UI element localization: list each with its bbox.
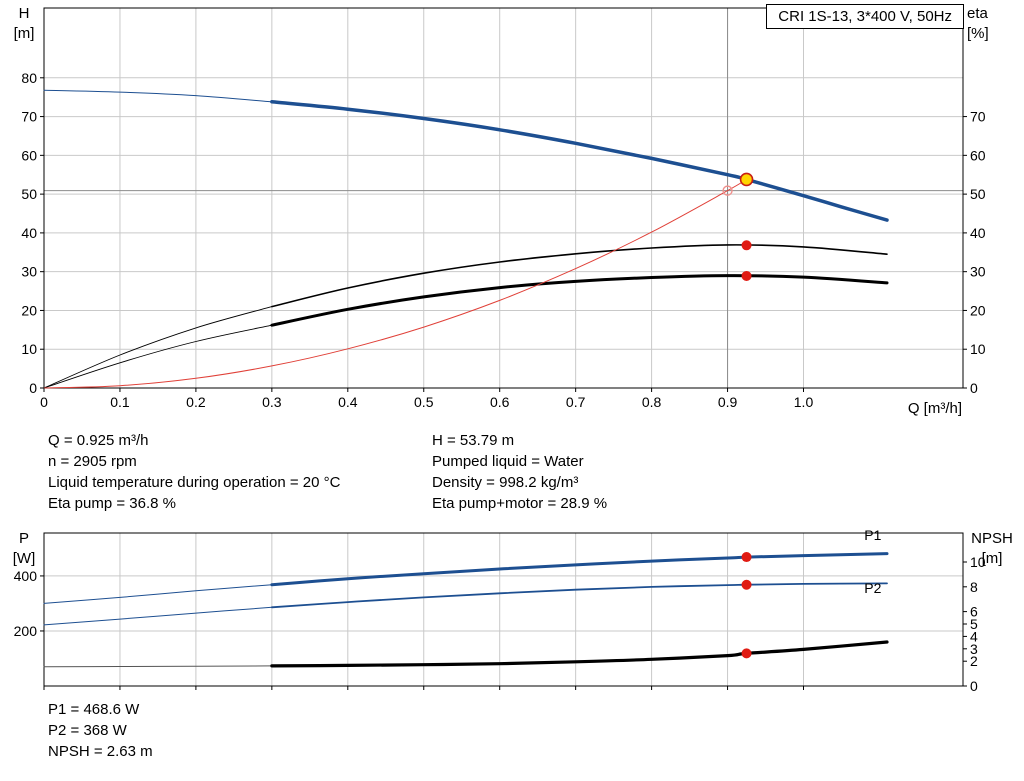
x-tick-label: 0.2 — [186, 394, 206, 410]
hq-curve-lead — [43, 89, 273, 103]
y-left-tick-label: 80 — [21, 70, 37, 86]
chart-hq-eta: 0 0.1 0.2 0.3 0.4 0.5 0.6 0.7 0.8 0.9 1.0 0 10 20 30 40… — [21, 7, 986, 410]
y-right-tick-label: 4 — [970, 628, 978, 644]
y-right-tick-label: 50 — [970, 186, 986, 202]
eta-axis-title-unit: [%] — [967, 25, 989, 42]
npsh-axis-title-symbol: NPSH — [971, 530, 1013, 547]
annotation-liquid-temperature: Liquid temperature during operation = 20… — [48, 474, 341, 491]
y-left-tick-label: 70 — [21, 109, 37, 125]
p-axis-title-symbol: P — [18, 530, 29, 547]
gridlines — [44, 8, 963, 388]
annotation-npsh: NPSH = 2.63 m — [48, 743, 153, 760]
p2-point[interactable] — [741, 579, 752, 590]
gridlines — [44, 533, 963, 686]
p1-curve-lead — [43, 584, 273, 604]
p-axis-title: P [W] — [4, 529, 44, 569]
annotation-speed: n = 2905 rpm — [48, 453, 137, 470]
plot-border — [43, 7, 964, 389]
x-tick-label: 0.5 — [414, 394, 434, 410]
y-left-tick-label: 30 — [21, 264, 37, 280]
eta-pump-motor-point[interactable] — [741, 270, 752, 281]
axis-ticks: 0 0.1 0.2 0.3 0.4 0.5 0.6 0.7 0.8 0.9 1.0 0 10 20 30 40… — [21, 70, 985, 410]
y-right-tick-label: 10 — [970, 341, 986, 357]
x-tick-label: 0 — [40, 394, 48, 410]
npsh-axis-title: NPSH [m] — [963, 529, 1021, 569]
y-left-tick-label: 10 — [21, 341, 37, 357]
plot-border — [43, 532, 964, 687]
y-right-tick-label: 10 — [970, 554, 986, 570]
p1-curve — [270, 552, 889, 587]
y-right-tick-label: 2 — [970, 653, 978, 669]
y-right-tick-label: 3 — [970, 641, 978, 657]
annotation-density: Density = 998.2 kg/m³ — [432, 474, 579, 491]
p-axis-title-unit: [W] — [12, 550, 36, 567]
power-annotations: P1 = 468.6 W P2 = 368 W NPSH = 2.63 m — [48, 699, 153, 762]
p1-series-label: P1 — [864, 527, 881, 543]
eta-pump-motor-curve — [270, 274, 889, 327]
eta-axis-title-symbol: eta — [967, 5, 988, 22]
y-left-tick-label: 40 — [21, 225, 37, 241]
h-axis-title-unit: [m] — [13, 25, 35, 42]
y-left-tick-label: 20 — [21, 302, 37, 318]
y-right-tick-label: 0 — [970, 380, 978, 396]
x-tick-label: 0.4 — [338, 394, 358, 410]
x-tick-label: 1.0 — [794, 394, 814, 410]
p1-point[interactable] — [741, 552, 752, 563]
annotation-pumped-liquid: Pumped liquid = Water — [432, 453, 584, 470]
npsh-axis-title-unit: [m] — [981, 550, 1003, 567]
y-right-tick-label: 6 — [970, 604, 978, 620]
y-left-tick-label: 50 — [21, 186, 37, 202]
annotation-eta-pump: Eta pump = 36.8 % — [48, 495, 176, 512]
duty-annotations-left: Q = 0.925 m³/h n = 2905 rpm Liquid tempe… — [48, 430, 340, 514]
y-right-tick-label: 20 — [970, 302, 986, 318]
y-right-tick-label: 8 — [970, 579, 978, 595]
y-right-tick-label: 0 — [970, 678, 978, 694]
hq-curve — [270, 100, 889, 222]
x-tick-label: 0.6 — [490, 394, 510, 410]
y-left-tick-label: 0 — [29, 380, 37, 396]
annotation-flow: Q = 0.925 m³/h — [48, 432, 149, 449]
eta-pump-point[interactable] — [741, 240, 752, 251]
y-right-tick-label: 40 — [970, 225, 986, 241]
y-right-tick-label: 5 — [970, 616, 978, 632]
npsh-point[interactable] — [741, 648, 752, 659]
system-curve — [43, 178, 747, 389]
annotation-eta-pump-motor: Eta pump+motor = 28.9 % — [432, 495, 608, 512]
annotation-p1: P1 = 468.6 W — [48, 701, 140, 718]
p2-curve — [271, 582, 888, 609]
y-right-tick-label: 70 — [970, 109, 986, 125]
h-axis-title-symbol: H — [18, 5, 30, 22]
annotation-p2: P2 = 368 W — [48, 722, 127, 739]
y-left-tick-label: 400 — [14, 568, 38, 584]
duty-point[interactable] — [739, 172, 754, 187]
annotation-head: H = 53.79 m — [432, 432, 515, 449]
npsh-curve-lead — [43, 665, 273, 668]
duty-annotations-right: H = 53.79 m Pumped liquid = Water Densit… — [432, 430, 607, 514]
p2-curve-lead — [43, 606, 273, 626]
x-tick-label: 0.7 — [566, 394, 586, 410]
p2-series-label: P2 — [864, 580, 881, 596]
eta-pump-curve — [271, 244, 888, 308]
eta-pump-curve-lead — [43, 306, 273, 389]
y-left-tick-label: 60 — [21, 147, 37, 163]
h-axis-title: H [m] — [4, 4, 44, 44]
x-tick-label: 0.9 — [718, 394, 738, 410]
requested-duty-point[interactable] — [722, 185, 733, 196]
y-right-tick-label: 30 — [970, 264, 986, 280]
npsh-curve — [270, 640, 889, 668]
pump-title-box: CRI 1S-13, 3*400 V, 50Hz — [766, 4, 964, 29]
y-right-tick-label: 60 — [970, 147, 986, 163]
x-tick-label: 0.8 — [642, 394, 662, 410]
q-axis-title: Q [m³/h] — [907, 400, 962, 417]
x-tick-label: 0.1 — [110, 394, 130, 410]
eta-axis-title: eta [%] — [967, 4, 1017, 44]
x-tick-label: 0.3 — [262, 394, 282, 410]
eta-pump-motor-curve-lead — [43, 324, 273, 389]
y-left-tick-label: 200 — [14, 623, 38, 639]
